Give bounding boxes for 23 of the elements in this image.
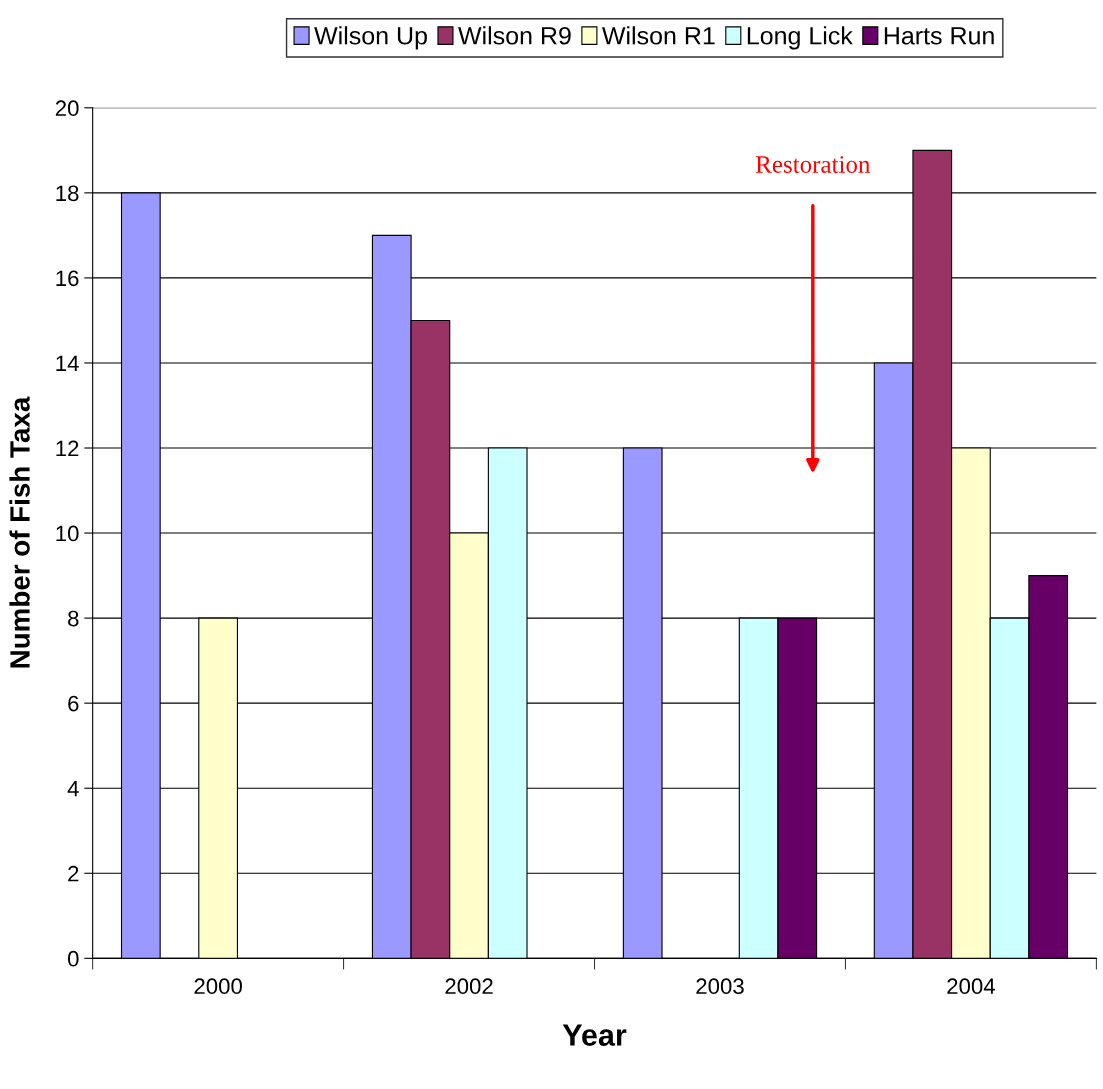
x-tick-label: 2004 [947,978,995,995]
y-tick-label: 18 [56,185,79,202]
legend-label: Wilson Up [314,26,427,50]
legend-label: Harts Run [884,27,994,45]
x-tick-label: 2000 [194,978,242,995]
y-tick-label: 10 [56,525,79,542]
y-tick-label: 14 [56,355,79,372]
y-axis-title: Number of Fish Taxa [9,396,30,668]
x-tick-label: 2002 [445,978,493,995]
y-tick-label: 0 [67,950,79,967]
x-axis-title: Year [562,1024,627,1046]
y-tick-label: 16 [56,270,79,287]
y-tick-label: 20 [55,100,79,117]
y-tick-label: 8 [68,610,79,627]
y-tick-label: 4 [67,780,79,797]
legend-label: Wilson R1 [602,26,715,45]
annotation: Restoration [755,156,871,173]
legend-label: Wilson R9 [458,26,571,45]
x-tick-label: 2003 [696,978,744,995]
y-tick-label: 6 [68,695,79,712]
y-tick-label: 12 [56,440,79,457]
y-tick-label: 2 [68,865,79,882]
legend-label: Long Lick [747,26,853,50]
